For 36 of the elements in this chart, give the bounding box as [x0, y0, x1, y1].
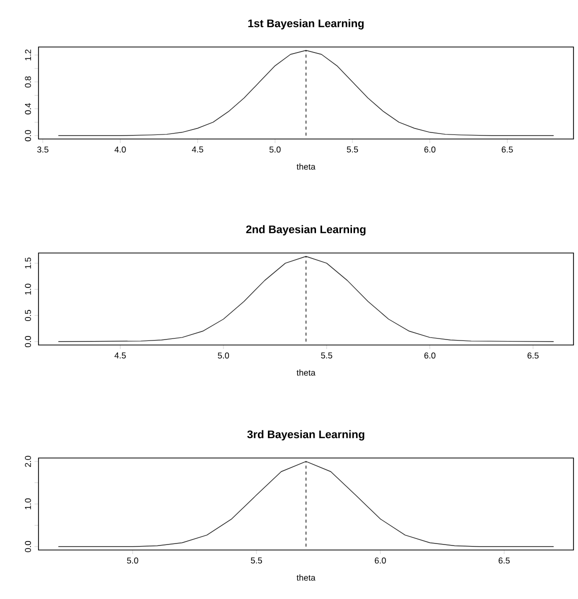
- x-tick-label: 6.0: [424, 352, 436, 359]
- y-tick-label: 1.5: [25, 258, 31, 268]
- x-tick-label: 5.0: [218, 352, 230, 359]
- x-axis-title: theta: [296, 163, 316, 170]
- y-tick-label: 1.2: [25, 50, 31, 60]
- y-tick-label: 0.8: [24, 76, 31, 88]
- y-tick-label: 0.5: [24, 310, 31, 322]
- line-series: [58, 461, 554, 547]
- x-tick-label: 5.5: [346, 146, 358, 152]
- x-tick-label: 3.5: [37, 146, 48, 153]
- y-tick-label: 1.0: [24, 284, 31, 295]
- x-tick-label: 4.0: [114, 146, 126, 153]
- x-tick-label: 5.5: [321, 352, 332, 358]
- x-tick-label: 6.5: [498, 558, 510, 564]
- line-series: [58, 50, 554, 136]
- x-tick-label: 6.0: [374, 558, 386, 564]
- chart-title: 1st Bayesian Learning: [248, 19, 364, 30]
- chart-title: 2nd Bayesian Learning: [246, 225, 366, 236]
- x-axis-title: theta: [296, 574, 316, 581]
- x-tick-label: 5.0: [269, 146, 281, 153]
- y-tick-label: 0.4: [24, 103, 31, 114]
- chart-title: 3rd Bayesian Learning: [247, 430, 364, 440]
- y-tick-label: 2.0: [24, 456, 31, 467]
- x-tick-label: 4.5: [114, 352, 126, 358]
- line-series: [58, 256, 554, 342]
- x-tick-label: 5.5: [250, 558, 262, 564]
- y-tick-label: 1.0: [24, 498, 31, 510]
- x-tick-label: 5.0: [127, 558, 138, 564]
- y-tick-label: 0.0: [24, 541, 31, 552]
- x-axis-title: theta: [296, 369, 316, 376]
- y-tick-label: 0.0: [24, 336, 31, 348]
- x-tick-label: 6.5: [528, 352, 539, 359]
- x-tick-label: 6.5: [502, 146, 513, 153]
- y-tick-label: 0.0: [24, 130, 31, 142]
- x-tick-label: 6.0: [424, 146, 436, 153]
- x-tick-label: 4.5: [192, 146, 204, 152]
